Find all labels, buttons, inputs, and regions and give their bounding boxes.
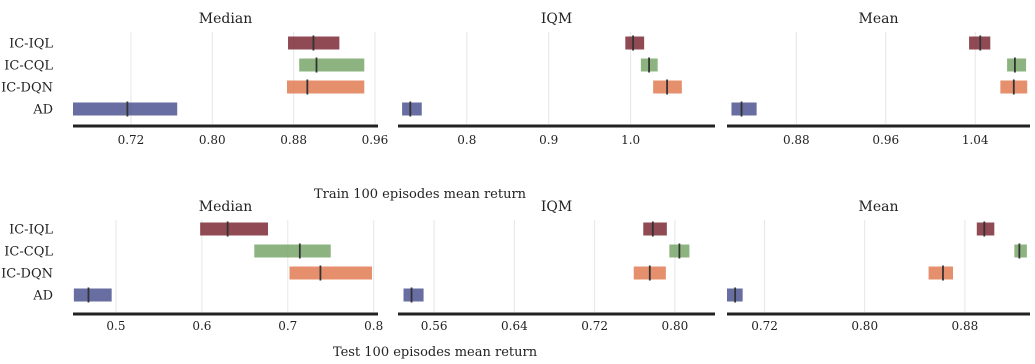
- panel-1-0-bar-ic-iql: [200, 222, 269, 236]
- panel-0-1-bar-ic-iql: [625, 36, 645, 50]
- panel-1-0-tick-label: 0.5: [106, 319, 125, 333]
- panel-1-0-tick-label: 0.6: [192, 319, 211, 333]
- category-label-ic-dqn: IC-DQN: [1, 81, 53, 96]
- panel-0-2-tick-label: 1.04: [962, 133, 989, 147]
- panel-0-0-title: Median: [199, 11, 252, 27]
- panel-0-0-tick-label: 0.88: [280, 133, 307, 147]
- panel-0-0-bar-ad: [73, 102, 178, 116]
- panel-1-0-tick-label: 0.7: [278, 319, 297, 333]
- panel-1-1-tick-label: 0.80: [662, 319, 689, 333]
- panel-0-0-tick-label: 0.72: [118, 133, 145, 147]
- panel-0-2-bar-ad: [731, 102, 757, 116]
- panel-0-1-tick-label: 0.9: [539, 133, 558, 147]
- panel-0-0-tick-label: 0.96: [362, 133, 389, 147]
- panel-1-2-tick-label: 0.72: [751, 319, 778, 333]
- panel-1-2-tick-label: 0.80: [851, 319, 878, 333]
- panel-0-1-bar-ad: [402, 102, 422, 116]
- panel-1-2-bar-ic-cql: [1014, 244, 1027, 258]
- panel-1-0-tick-label: 0.8: [364, 319, 383, 333]
- panel-1-1-tick-label: 0.64: [501, 319, 528, 333]
- train-xlabel: Train 100 episodes mean return: [314, 187, 527, 202]
- test-xlabel: Test 100 episodes mean return: [333, 345, 538, 360]
- panel-1-2-title: Mean: [859, 199, 899, 215]
- panel-1-2-tick-label: 0.88: [952, 319, 979, 333]
- panel-0-2-title: Mean: [859, 11, 899, 27]
- panel-0-1-tick-label: 0.8: [457, 133, 476, 147]
- panel-1-2-bar-ic-iql: [976, 222, 995, 236]
- category-label-ad: AD: [32, 103, 53, 118]
- category-label-ic-iql: IC-IQL: [9, 223, 53, 238]
- panel-0-2-tick-label: 0.96: [872, 133, 899, 147]
- category-label-ic-iql: IC-IQL: [9, 37, 53, 52]
- panel-1-1-tick-label: 0.56: [421, 319, 448, 333]
- panel-1-1-bar-ad: [403, 288, 424, 302]
- panel-0-1-title: IQM: [541, 11, 572, 27]
- panel-0-0-tick-label: 0.80: [199, 133, 226, 147]
- panel-1-1-title: IQM: [541, 199, 572, 215]
- panel-1-2-bar-ic-dqn: [928, 266, 953, 280]
- panel-0-0-bar-ic-cql: [299, 58, 365, 72]
- category-label-ic-cql: IC-CQL: [4, 59, 53, 74]
- panel-0-1-tick-label: 1.0: [621, 133, 640, 147]
- panel-1-1-bar-ic-iql: [643, 222, 667, 236]
- category-label-ic-dqn: IC-DQN: [1, 267, 53, 282]
- category-label-ic-cql: IC-CQL: [4, 245, 53, 260]
- panel-1-1-tick-label: 0.72: [581, 319, 608, 333]
- panel-0-0-bar-ic-dqn: [287, 80, 365, 94]
- panel-1-0-bar-ad: [73, 288, 112, 302]
- panel-1-0-bar-ic-dqn: [289, 266, 372, 280]
- category-label-ad: AD: [32, 289, 53, 304]
- panel-0-2-bar-ic-cql: [1007, 58, 1027, 72]
- panel-0-2-tick-label: 0.88: [783, 133, 810, 147]
- panel-1-0-bar-ic-cql: [254, 244, 331, 258]
- panel-1-0-title: Median: [199, 199, 252, 215]
